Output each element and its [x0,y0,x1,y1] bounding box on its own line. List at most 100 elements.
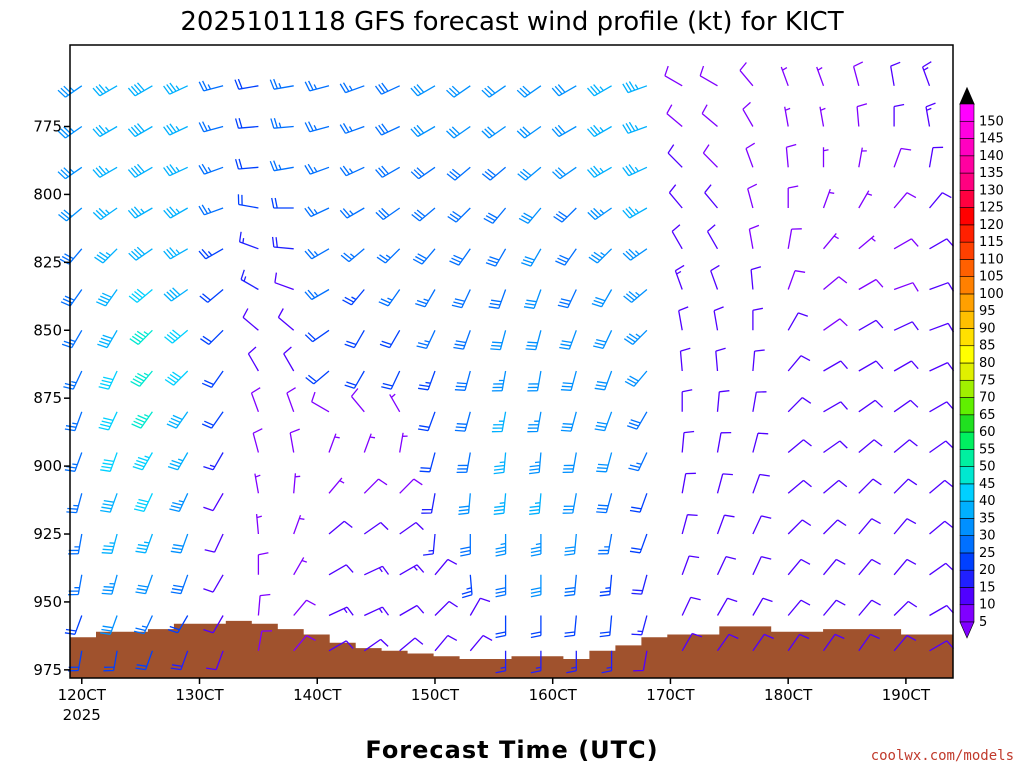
wind-barb [203,574,224,593]
barb-shape [454,411,471,432]
barb-shape [713,306,724,331]
wind-barb [98,370,118,390]
wind-barb [716,633,739,652]
colorbar-swatch [959,328,975,347]
barb-shape [92,165,118,178]
barb-shape [929,282,955,292]
colorbar-swatch [959,138,975,157]
barb-shape [399,432,408,453]
barb-shape [858,633,880,652]
barb-shape [858,399,884,413]
chart-title: 2025101118 GFS forecast wind profile (kt… [180,7,843,37]
wind-barb [257,593,271,616]
wind-barb [858,633,880,652]
colorbar-swatch [959,293,975,312]
wind-barb [203,492,224,512]
barb-shape [562,493,577,514]
wind-barb [164,370,189,386]
wind-barb [752,515,772,535]
wind-barbs [57,61,955,674]
barb-shape [374,82,400,95]
colorbar-label: 65 [979,408,996,423]
wind-barb [752,597,773,616]
barb-shape [893,634,917,652]
barb-shape [421,493,436,514]
wind-barb [787,633,810,652]
barb-shape [206,650,224,671]
wind-barb [234,118,259,129]
barb-shape [929,192,952,209]
colorbar-swatch [959,414,975,433]
barb-shape [715,347,726,372]
barb-shape [601,650,613,674]
wind-barb [237,194,259,209]
barb-shape [587,84,612,97]
colorbar-label: 20 [979,563,996,578]
barb-shape [858,360,884,372]
barb-shape [785,143,797,168]
barb-shape [564,574,577,597]
barb-shape [925,102,936,127]
colorbar-swatch [959,604,975,623]
barb-shape [483,207,507,224]
wind-barb [929,238,954,250]
barb-shape [929,562,954,576]
barb-shape [787,558,811,576]
colorbar-label: 40 [979,494,996,509]
barb-shape [739,62,754,87]
barb-shape [493,493,507,515]
barb-shape [434,558,458,576]
barb-shape [339,123,365,134]
wind-barb [234,78,259,90]
wind-barb [293,514,305,535]
wind-barb [564,574,577,597]
barb-shape [678,306,689,331]
wind-barb [344,370,365,389]
barb-shape [858,235,876,250]
barb-shape [128,246,153,261]
wind-barb [449,248,471,266]
wind-barb [626,411,648,430]
wind-barb [421,493,436,514]
barb-shape [562,452,577,474]
wind-barb [893,478,918,494]
wind-barb [710,264,720,290]
wind-barb [893,360,919,372]
barb-shape [823,360,848,372]
wind-barb [785,143,797,168]
wind-barb [328,606,354,617]
barb-shape [553,207,577,223]
barb-shape [481,166,507,181]
wind-barb [893,558,917,576]
barb-shape [127,206,153,219]
wind-barb [928,146,944,168]
barb-shape [127,163,153,178]
wind-barb [363,638,389,652]
barb-shape [858,599,881,616]
wind-barb [339,123,365,134]
wind-barb [304,248,330,260]
wind-barb [411,207,436,222]
barb-shape [135,533,154,554]
wind-barb [929,440,954,454]
wind-barb [201,370,224,388]
wind-barb [283,346,295,372]
wind-barb [304,163,330,175]
wind-barb [551,84,577,97]
barb-shape [893,558,917,576]
barb-shape [856,103,868,127]
wind-barb [681,632,703,652]
x-tick-year: 2025 [63,706,101,724]
barb-shape [893,478,918,494]
wind-barb [130,370,153,387]
barb-shape [340,248,365,263]
barb-shape [198,248,224,260]
barb-shape [752,432,769,453]
wind-barb [716,597,738,616]
colorbar-label: 130 [979,183,1004,198]
wind-barb [399,637,424,652]
barb-shape [481,125,506,139]
wind-barb [666,104,683,127]
wind-barb [925,102,936,127]
wind-barb [752,633,774,652]
